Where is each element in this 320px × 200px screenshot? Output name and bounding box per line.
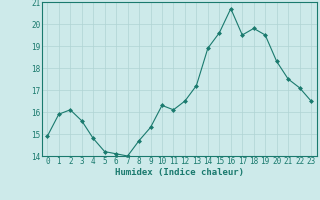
X-axis label: Humidex (Indice chaleur): Humidex (Indice chaleur) (115, 168, 244, 177)
